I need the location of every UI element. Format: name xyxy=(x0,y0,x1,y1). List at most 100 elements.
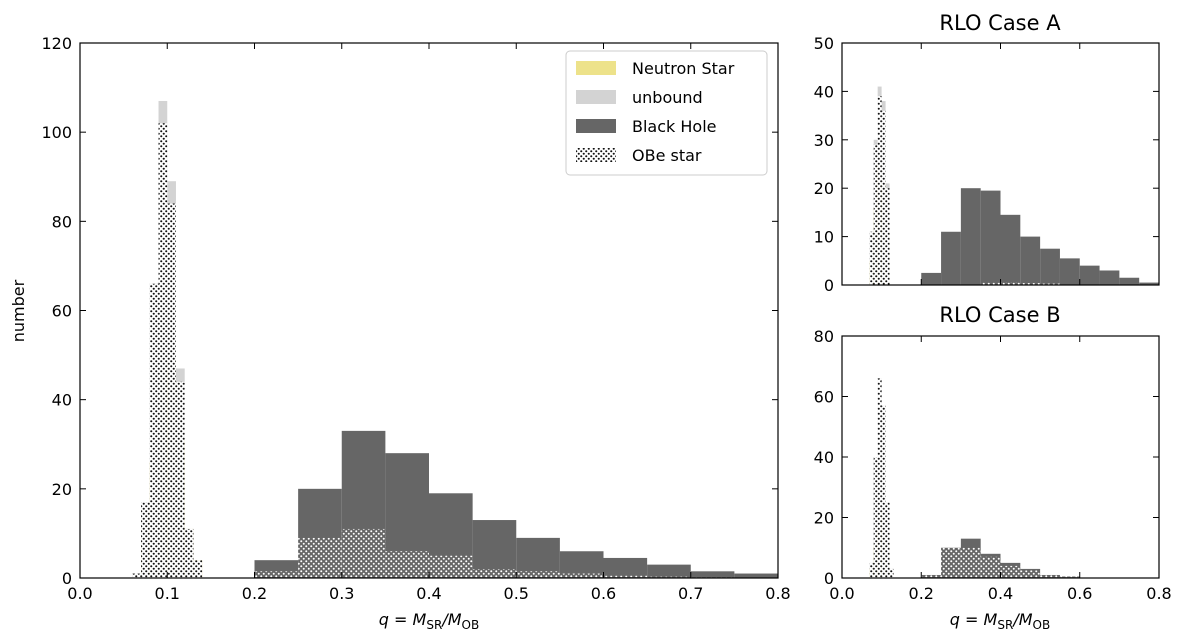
x-tick-label: 0.6 xyxy=(591,584,616,603)
y-tick-label: 40 xyxy=(814,82,834,101)
bar-obe-star-high-q xyxy=(1040,283,1060,285)
legend-swatch-black-hole xyxy=(576,119,616,133)
y-tick-label: 20 xyxy=(52,480,72,499)
x-tick-label: 0.6 xyxy=(1067,584,1092,603)
y-tick-label: 0 xyxy=(824,569,834,588)
bar-black-hole xyxy=(603,557,648,578)
legend-swatch-unbound xyxy=(576,90,616,104)
legend-swatch-neutron-star xyxy=(576,61,616,75)
x-axis-label-case-b: q = MSR/MOB xyxy=(950,610,1050,632)
bar-obe-star-high-q xyxy=(921,574,942,578)
bar-obe-star-high-q xyxy=(980,282,1001,285)
bar-obe-star-high-q xyxy=(516,571,560,578)
bar-obe-star-low-q xyxy=(175,381,185,578)
x-tick-label: 0.8 xyxy=(1146,584,1171,603)
bar-black-hole xyxy=(980,190,1001,285)
y-tick-label: 20 xyxy=(814,509,834,528)
legend-swatch-obe-star xyxy=(576,148,616,162)
x-tick-label: 0.2 xyxy=(242,584,267,603)
bar-obe-star-high-q xyxy=(647,576,691,578)
y-tick-label: 40 xyxy=(52,391,72,410)
y-tick-label: 10 xyxy=(814,228,834,247)
y-tick-label: 0 xyxy=(824,276,834,295)
x-tick-label: 0.4 xyxy=(988,584,1013,603)
bar-obe-star-high-q xyxy=(298,537,342,578)
legend-label-black-hole: Black Hole xyxy=(632,117,716,136)
y-tick-label: 20 xyxy=(814,179,834,198)
y-tick-label: 40 xyxy=(814,448,834,467)
bar-obe-star-high-q xyxy=(472,569,517,578)
rlo-case-b-panel: 0 20 40 60 80 0.0 0.2 0.4 0.6 0.8 RLO Case B q = … xyxy=(814,303,1172,632)
bar-obe-star-high-q xyxy=(603,575,648,578)
bar-obe-star-high-q xyxy=(980,556,1001,578)
bar-black-hole xyxy=(647,564,691,578)
y-tick-label: 80 xyxy=(52,212,72,231)
bar-obe-star-high-q xyxy=(1000,282,1021,285)
bar-obe-star-high-q xyxy=(1000,565,1021,578)
y-tick-label: 50 xyxy=(814,34,834,53)
legend-frame xyxy=(565,50,768,176)
legend-label-neutron-star: Neutron Star xyxy=(632,59,735,78)
legend-label-obe-star: OBe star xyxy=(632,146,702,165)
bar-obe-star-low-q xyxy=(141,502,150,578)
bar-obe-star-high-q xyxy=(559,573,604,578)
bar-obe-star-low-q xyxy=(877,378,882,578)
bar-obe-star-low-q xyxy=(885,188,890,285)
bar-obe-star-low-q xyxy=(149,283,159,578)
y-axis-label: number xyxy=(9,279,28,342)
y-tick-label: 100 xyxy=(41,123,72,142)
bar-obe-star-low-q xyxy=(132,573,142,578)
x-tick-label: 0.0 xyxy=(829,584,854,603)
x-tick-label: 0.3 xyxy=(329,584,354,603)
bar-black-hole xyxy=(1079,265,1100,285)
y-tick-label: 0 xyxy=(62,569,72,588)
x-tick-label: 0.5 xyxy=(504,584,529,603)
main-histogram-panel: 0 20 40 60 80 100 120 0.0 0.1 0.2 0.3 0.4 0.5 0.6 0.7 0… xyxy=(9,34,791,632)
legend: Neutron Star unbound Black Hole OBe star xyxy=(565,50,768,176)
legend-label-unbound: unbound xyxy=(632,88,703,107)
y-tick-label: 120 xyxy=(41,34,72,53)
bar-obe-star-low-q xyxy=(869,231,874,285)
x-tick-label: 0.2 xyxy=(909,584,934,603)
bar-obe-star-high-q xyxy=(429,555,473,578)
x-tick-label: 0.8 xyxy=(765,584,790,603)
bar-obe-star-high-q xyxy=(1020,570,1041,578)
bar-black-hole xyxy=(1020,236,1041,285)
bar-black-hole xyxy=(690,571,735,578)
bar-obe-star-low-q xyxy=(873,144,878,285)
bar-obe-star-low-q xyxy=(877,96,882,285)
bar-black-hole xyxy=(921,272,942,285)
bar-black-hole xyxy=(1099,270,1120,285)
bar-obe-star-low-q xyxy=(184,528,194,578)
bar-obe-star-high-q xyxy=(385,551,429,578)
panel-title-case-b: RLO Case B xyxy=(939,303,1060,327)
bar-obe-star-low-q xyxy=(885,502,890,578)
bar-obe-star-low-q xyxy=(869,562,874,578)
y-tick-label: 60 xyxy=(814,388,834,407)
x-tick-label: 0.4 xyxy=(416,584,441,603)
bar-obe-star-high-q xyxy=(941,547,961,578)
bar-black-hole xyxy=(1059,258,1080,285)
bar-obe-star-high-q xyxy=(1059,576,1080,578)
y-tick-label: 60 xyxy=(52,302,72,321)
bar-obe-star-high-q xyxy=(254,571,299,578)
bar-obe-star-low-q xyxy=(158,123,168,578)
bar-black-hole xyxy=(1000,214,1021,285)
bar-obe-star-high-q xyxy=(1040,574,1060,578)
bar-obe-star-low-q xyxy=(881,405,886,578)
y-tick-label: 30 xyxy=(814,131,834,150)
y-tick-label: 80 xyxy=(814,327,834,346)
bar-black-hole xyxy=(734,573,778,578)
bar-black-hole xyxy=(1139,282,1159,285)
bar-obe-star-low-q xyxy=(881,110,886,285)
bar-obe-star-high-q xyxy=(1020,283,1041,285)
bar-black-hole xyxy=(941,231,961,285)
x-tick-label: 0.0 xyxy=(67,584,92,603)
x-tick-label: 0.1 xyxy=(155,584,180,603)
bar-black-hole xyxy=(960,188,981,285)
bar-obe-star-high-q xyxy=(341,528,386,578)
bar-black-hole xyxy=(1040,248,1060,285)
bar-obe-star-low-q xyxy=(873,457,878,578)
bar-obe-star-low-q xyxy=(167,203,176,578)
